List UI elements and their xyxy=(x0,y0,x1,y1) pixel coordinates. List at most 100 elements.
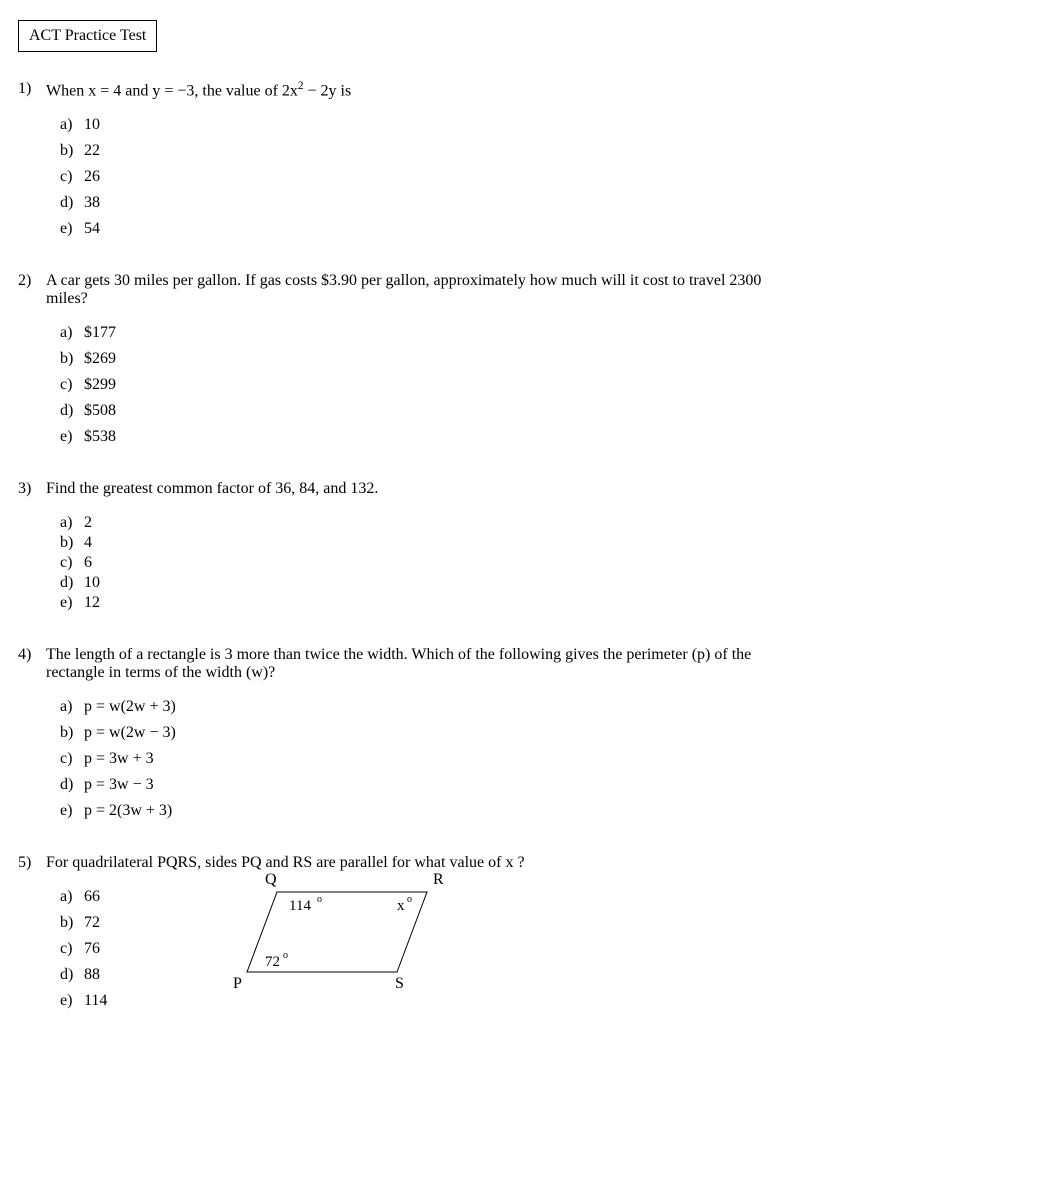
option: e) 12 xyxy=(60,594,1042,612)
option-text: 10 xyxy=(80,116,100,133)
question-body: a) p = w(2w + 3) b) p = w(2w − 3) c) p = 3… xyxy=(18,698,1042,820)
question: 3)Find the greatest common factor of 36,… xyxy=(18,480,1042,612)
option: c) $299 xyxy=(60,376,1042,394)
option-text: 88 xyxy=(80,966,100,983)
option: c) 76 xyxy=(60,940,107,958)
geometry-diagram: Q R P S 114 o x o 72 o xyxy=(217,862,477,1018)
option-label: d) xyxy=(60,776,80,794)
option: a) $177 xyxy=(60,324,1042,342)
option-text: 114 xyxy=(80,992,107,1009)
option-label: b) xyxy=(60,534,80,552)
svg-text:72: 72 xyxy=(265,954,280,970)
question-body: a) 2b) 4c) 6d) 10e) 12 xyxy=(18,514,1042,612)
option-text: $299 xyxy=(80,376,116,393)
option: a) 2 xyxy=(60,514,1042,532)
option: d) 38 xyxy=(60,194,1042,212)
question: 5)For quadrilateral PQRS, sides PQ and R… xyxy=(18,854,1042,1018)
option-label: d) xyxy=(60,966,80,984)
option: d) p = 3w − 3 xyxy=(60,776,1042,794)
option-text: 66 xyxy=(80,888,100,905)
option: e) 114 xyxy=(60,992,107,1010)
option: e) $538 xyxy=(60,428,1042,446)
question-stem: When x = 4 and y = −3, the value of 2x2 … xyxy=(46,80,798,100)
option-label: b) xyxy=(60,350,80,368)
question-stem: The length of a rectangle is 3 more than… xyxy=(46,646,798,682)
svg-text:S: S xyxy=(395,975,404,992)
option-label: e) xyxy=(60,428,80,446)
question: 4)The length of a rectangle is 3 more th… xyxy=(18,646,1042,820)
option-text: p = 2(3w + 3) xyxy=(80,802,172,819)
option-label: d) xyxy=(60,402,80,420)
svg-text:P: P xyxy=(233,975,242,992)
option-text: 6 xyxy=(80,554,92,571)
option: e) 54 xyxy=(60,220,1042,238)
option-label: b) xyxy=(60,724,80,742)
option: b) 4 xyxy=(60,534,1042,552)
option: c) 26 xyxy=(60,168,1042,186)
option: c) 6 xyxy=(60,554,1042,572)
option-label: e) xyxy=(60,802,80,820)
option-label: e) xyxy=(60,992,80,1010)
option: d) 10 xyxy=(60,574,1042,592)
option-text: 12 xyxy=(80,594,100,611)
option: c) p = 3w + 3 xyxy=(60,750,1042,768)
option-text: $508 xyxy=(80,402,116,419)
option-label: e) xyxy=(60,594,80,612)
option-text: 10 xyxy=(80,574,100,591)
option: d) $508 xyxy=(60,402,1042,420)
question-row: 4)The length of a rectangle is 3 more th… xyxy=(18,646,798,682)
option: b) $269 xyxy=(60,350,1042,368)
option: a) 10 xyxy=(60,116,1042,134)
option-label: a) xyxy=(60,888,80,906)
option-text: p = w(2w − 3) xyxy=(80,724,176,741)
question: 2)A car gets 30 miles per gallon. If gas… xyxy=(18,272,1042,446)
option: e) p = 2(3w + 3) xyxy=(60,802,1042,820)
document-title: ACT Practice Test xyxy=(29,27,146,44)
svg-text:o: o xyxy=(317,894,322,905)
option-text: $269 xyxy=(80,350,116,367)
option-text: 2 xyxy=(80,514,92,531)
svg-text:o: o xyxy=(283,950,288,961)
option-label: a) xyxy=(60,514,80,532)
question-number: 5) xyxy=(18,854,46,872)
option-list: a) p = w(2w + 3) b) p = w(2w − 3) c) p = 3… xyxy=(60,698,1042,820)
question: 1)When x = 4 and y = −3, the value of 2x… xyxy=(18,80,1042,238)
option-label: d) xyxy=(60,574,80,592)
question-stem: A car gets 30 miles per gallon. If gas c… xyxy=(46,272,798,308)
svg-text:x: x xyxy=(397,898,405,914)
question-number: 3) xyxy=(18,480,46,498)
svg-text:o: o xyxy=(407,894,412,905)
svg-text:114: 114 xyxy=(289,898,311,914)
option-label: c) xyxy=(60,940,80,958)
question-body: a) 10b) 22c) 26d) 38e) 54 xyxy=(18,116,1042,238)
option-label: a) xyxy=(60,698,80,716)
option-label: b) xyxy=(60,914,80,932)
document-title-box: ACT Practice Test xyxy=(18,20,157,52)
option-text: $538 xyxy=(80,428,116,445)
option-text: 54 xyxy=(80,220,100,237)
question-body: a) $177b) $269c) $299d) $508e) $538 xyxy=(18,324,1042,446)
svg-text:R: R xyxy=(433,871,444,888)
option: b) 72 xyxy=(60,914,107,932)
option-label: d) xyxy=(60,194,80,212)
question-row: 2)A car gets 30 miles per gallon. If gas… xyxy=(18,272,798,308)
question-stem: Find the greatest common factor of 36, 8… xyxy=(46,480,798,498)
svg-text:Q: Q xyxy=(265,871,277,888)
question-number: 4) xyxy=(18,646,46,682)
option-label: b) xyxy=(60,142,80,160)
question-row: 1)When x = 4 and y = −3, the value of 2x… xyxy=(18,80,798,100)
option-label: a) xyxy=(60,116,80,134)
option-text: 76 xyxy=(80,940,100,957)
option-list: a) 10b) 22c) 26d) 38e) 54 xyxy=(60,116,1042,238)
question-row: 3)Find the greatest common factor of 36,… xyxy=(18,480,798,498)
option: a) p = w(2w + 3) xyxy=(60,698,1042,716)
option-label: e) xyxy=(60,220,80,238)
option-text: p = 3w + 3 xyxy=(80,750,154,767)
option-label: a) xyxy=(60,324,80,342)
option-text: 72 xyxy=(80,914,100,931)
option-text: 22 xyxy=(80,142,100,159)
option-text: 38 xyxy=(80,194,100,211)
option-text: 26 xyxy=(80,168,100,185)
option-list: a) 66b) 72c) 76d) 88e) 114 xyxy=(60,888,107,1018)
option-label: c) xyxy=(60,376,80,394)
